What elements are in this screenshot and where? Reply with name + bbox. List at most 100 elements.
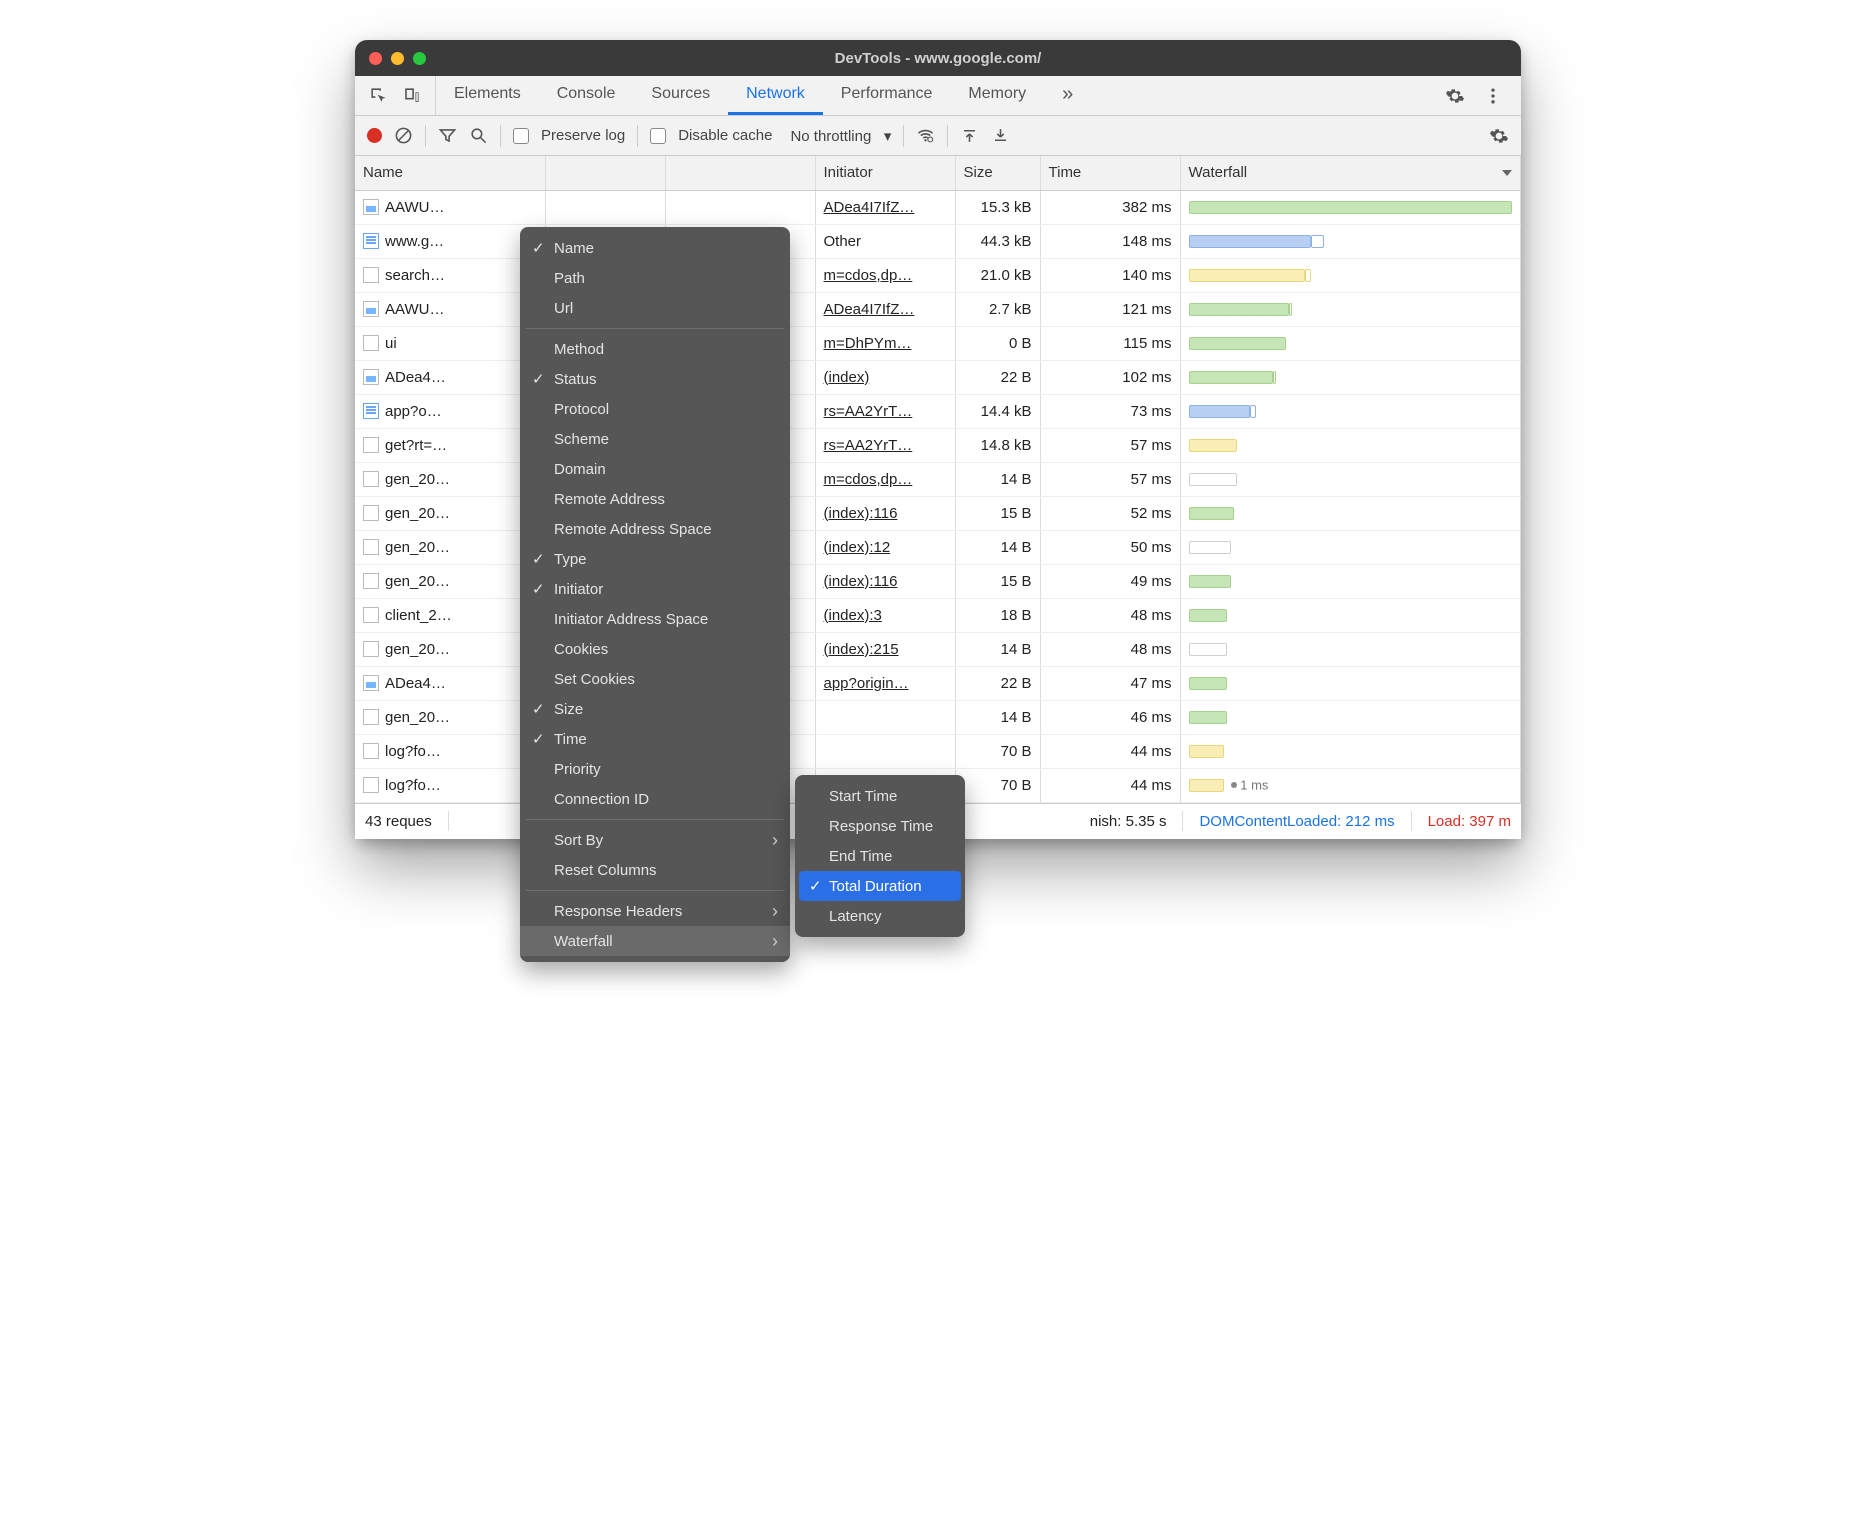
cell-waterfall: [1180, 632, 1521, 666]
ctx-item-time[interactable]: Time: [520, 724, 790, 754]
ctx-item-set-cookies[interactable]: Set Cookies: [520, 664, 790, 694]
tabs-overflow[interactable]: »: [1044, 76, 1091, 115]
tab-elements[interactable]: Elements: [436, 76, 539, 115]
ctx-item-priority[interactable]: Priority: [520, 754, 790, 784]
device-toggle-icon[interactable]: [402, 86, 421, 105]
table-row[interactable]: AAWU…ADea4I7IfZ…15.3 kB382 ms: [355, 190, 1521, 224]
ctx-item-reset-columns[interactable]: Reset Columns: [520, 855, 790, 885]
col-size-header[interactable]: Size: [955, 156, 1040, 190]
subctx-item-latency[interactable]: Latency: [795, 901, 965, 931]
ctx-item-scheme[interactable]: Scheme: [520, 424, 790, 454]
ctx-item-sort-by[interactable]: Sort By: [520, 825, 790, 855]
col-initiator-header[interactable]: Initiator: [815, 156, 955, 190]
col-waterfall-header[interactable]: Waterfall: [1180, 156, 1521, 190]
waterfall-submenu[interactable]: Start TimeResponse TimeEnd TimeTotal Dur…: [795, 775, 965, 937]
column-context-menu[interactable]: NamePathUrl MethodStatusProtocolSchemeDom…: [520, 227, 790, 962]
cell-initiator[interactable]: ADea4I7IfZ…: [815, 190, 955, 224]
cell-initiator[interactable]: m=DhPYm…: [815, 326, 955, 360]
cell-size: 14 B: [955, 462, 1040, 496]
ctx-item-remote-address[interactable]: Remote Address: [520, 484, 790, 514]
tab-network[interactable]: Network: [728, 76, 823, 115]
close-button[interactable]: [369, 52, 382, 65]
ctx-item-initiator-address-space[interactable]: Initiator Address Space: [520, 604, 790, 634]
cell-size: 14 B: [955, 632, 1040, 666]
record-button[interactable]: [367, 128, 382, 143]
cell-initiator[interactable]: (index):116: [815, 496, 955, 530]
cell-size: 44.3 kB: [955, 224, 1040, 258]
cell-waterfall: [1180, 700, 1521, 734]
subctx-item-total-duration[interactable]: Total Duration: [799, 871, 961, 901]
more-icon[interactable]: [1483, 86, 1503, 106]
cell-initiator[interactable]: rs=AA2YrT…: [815, 394, 955, 428]
ctx-item-domain[interactable]: Domain: [520, 454, 790, 484]
subctx-item-response-time[interactable]: Response Time: [795, 811, 965, 841]
ctx-item-response-headers[interactable]: Response Headers: [520, 896, 790, 926]
ctx-item-path[interactable]: Path: [520, 263, 790, 293]
ctx-item-url[interactable]: Url: [520, 293, 790, 323]
import-har-icon[interactable]: [960, 126, 979, 145]
resource-name: gen_20…: [385, 471, 450, 488]
zoom-button[interactable]: [413, 52, 426, 65]
clear-icon[interactable]: [394, 126, 413, 145]
cell-initiator[interactable]: (index):12: [815, 530, 955, 564]
resource-name: gen_20…: [385, 641, 450, 658]
col-hidden1-header[interactable]: [545, 156, 665, 190]
cell-initiator[interactable]: m=cdos,dp…: [815, 462, 955, 496]
ctx-item-status[interactable]: Status: [520, 364, 790, 394]
cell-size: 2.7 kB: [955, 292, 1040, 326]
ctx-item-name[interactable]: Name: [520, 233, 790, 263]
search-icon[interactable]: [469, 126, 488, 145]
cell-time: 44 ms: [1040, 734, 1180, 768]
cell-initiator[interactable]: ADea4I7IfZ…: [815, 292, 955, 326]
cell-initiator[interactable]: Other: [815, 224, 955, 258]
status-requests: 43 reques: [365, 813, 432, 830]
cell-initiator[interactable]: m=cdos,dp…: [815, 258, 955, 292]
tab-performance[interactable]: Performance: [823, 76, 951, 115]
cell-initiator[interactable]: (index):3: [815, 598, 955, 632]
tab-memory[interactable]: Memory: [950, 76, 1044, 115]
resource-name: gen_20…: [385, 709, 450, 726]
ctx-item-method[interactable]: Method: [520, 334, 790, 364]
network-conditions-icon[interactable]: [916, 126, 935, 145]
ctx-item-connection-id[interactable]: Connection ID: [520, 784, 790, 814]
cell-initiator[interactable]: (index):116: [815, 564, 955, 598]
tab-sources[interactable]: Sources: [633, 76, 728, 115]
cell-waterfall: 1 ms: [1180, 768, 1521, 802]
cell-initiator[interactable]: [815, 700, 955, 734]
ctx-item-remote-address-space[interactable]: Remote Address Space: [520, 514, 790, 544]
subctx-item-end-time[interactable]: End Time: [795, 841, 965, 871]
col-name-header[interactable]: Name: [355, 156, 545, 190]
ctx-item-type[interactable]: Type: [520, 544, 790, 574]
cell-time: 50 ms: [1040, 530, 1180, 564]
throttling-select[interactable]: No throttling ▾: [790, 127, 891, 145]
export-har-icon[interactable]: [991, 126, 1010, 145]
preserve-log-checkbox[interactable]: [513, 128, 529, 144]
cell-size: 22 B: [955, 360, 1040, 394]
tab-console[interactable]: Console: [539, 76, 634, 115]
table-header-row[interactable]: Name Initiator Size Time Waterfall: [355, 156, 1521, 190]
cell-initiator[interactable]: rs=AA2YrT…: [815, 428, 955, 462]
resource-name: search…: [385, 267, 445, 284]
cell-initiator[interactable]: (index):215: [815, 632, 955, 666]
ctx-item-waterfall[interactable]: Waterfall: [520, 926, 790, 956]
minimize-button[interactable]: [391, 52, 404, 65]
inspect-icon[interactable]: [369, 86, 388, 105]
cell-initiator[interactable]: (index): [815, 360, 955, 394]
ctx-item-initiator[interactable]: Initiator: [520, 574, 790, 604]
resource-icon: [363, 369, 379, 385]
col-hidden2-header[interactable]: [665, 156, 815, 190]
disable-cache-checkbox[interactable]: [650, 128, 666, 144]
resource-name: ui: [385, 335, 397, 352]
ctx-item-protocol[interactable]: Protocol: [520, 394, 790, 424]
subctx-item-start-time[interactable]: Start Time: [795, 781, 965, 811]
ctx-item-size[interactable]: Size: [520, 694, 790, 724]
cell-initiator[interactable]: [815, 734, 955, 768]
col-time-header[interactable]: Time: [1040, 156, 1180, 190]
settings-icon[interactable]: [1445, 86, 1465, 106]
cell-initiator[interactable]: app?origin…: [815, 666, 955, 700]
cell-size: 15.3 kB: [955, 190, 1040, 224]
traffic-lights: [355, 52, 426, 65]
panel-settings-icon[interactable]: [1489, 126, 1509, 146]
filter-icon[interactable]: [438, 126, 457, 145]
ctx-item-cookies[interactable]: Cookies: [520, 634, 790, 664]
